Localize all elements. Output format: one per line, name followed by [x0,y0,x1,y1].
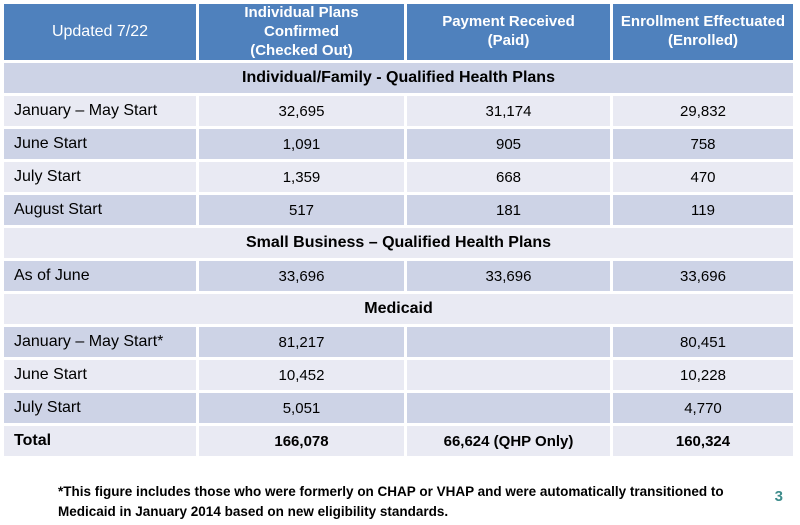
table-header-row: Updated 7/22 Individual Plans Confirmed … [4,4,793,61]
value-cell: 1,359 [199,162,404,193]
table-row: June Start 1,091 905 758 [4,129,793,160]
value-cell: 905 [407,129,610,160]
section-row: Individual/Family - Qualified Health Pla… [4,63,793,94]
value-cell: 119 [613,195,793,226]
value-cell: 470 [613,162,793,193]
value-cell: 181 [407,195,610,226]
table-body: Individual/Family - Qualified Health Pla… [4,63,793,457]
row-label-cell: June Start [4,129,196,160]
table-row: Total 166,078 66,624 (QHP Only) 160,324 [4,426,793,457]
value-cell: 29,832 [613,96,793,127]
row-label-cell: Total [4,426,196,457]
footnote: *This figure includes those who were for… [58,484,724,520]
value-cell: 10,228 [613,360,793,391]
column-header-enrollment-effectuated: Enrollment Effectuated (Enrolled) [613,4,793,61]
table-row: June Start 10,452 10,228 [4,360,793,391]
table-row: July Start 1,359 668 470 [4,162,793,193]
value-cell: 33,696 [199,261,404,292]
updated-date-cell: Updated 7/22 [4,4,196,61]
row-label-cell: June Start [4,360,196,391]
section-header-cell: Individual/Family - Qualified Health Pla… [4,63,793,94]
row-label-cell: As of June [4,261,196,292]
value-cell: 160,324 [613,426,793,457]
value-cell: 758 [613,129,793,160]
value-cell: 31,174 [407,96,610,127]
row-label-cell: July Start [4,162,196,193]
value-cell: 33,696 [613,261,793,292]
value-cell: 80,451 [613,327,793,358]
value-cell: 1,091 [199,129,404,160]
value-cell: 10,452 [199,360,404,391]
value-cell: 4,770 [613,393,793,424]
table-row: January – May Start 32,695 31,174 29,832 [4,96,793,127]
row-label-cell: July Start [4,393,196,424]
value-cell: 517 [199,195,404,226]
row-label-cell: August Start [4,195,196,226]
section-header-cell: Medicaid [4,294,793,325]
table-row: January – May Start* 81,217 80,451 [4,327,793,358]
column-header-payment-received: Payment Received (Paid) [407,4,610,61]
row-label-cell: January – May Start* [4,327,196,358]
section-header-cell: Small Business – Qualified Health Plans [4,228,793,259]
value-cell [407,360,610,391]
table-row: August Start 517 181 119 [4,195,793,226]
value-cell [407,393,610,424]
page-number: 3 [774,488,783,505]
column-header-individual-plans-confirmed: Individual Plans Confirmed (Checked Out) [199,4,404,61]
section-row: Small Business – Qualified Health Plans [4,228,793,259]
value-cell: 166,078 [199,426,404,457]
table-row: July Start 5,051 4,770 [4,393,793,424]
row-label-cell: January – May Start [4,96,196,127]
value-cell: 668 [407,162,610,193]
value-cell: 33,696 [407,261,610,292]
value-cell: 66,624 (QHP Only) [407,426,610,457]
enrollment-table: Updated 7/22 Individual Plans Confirmed … [1,1,796,459]
value-cell [407,327,610,358]
value-cell: 81,217 [199,327,404,358]
value-cell: 32,695 [199,96,404,127]
table-row: As of June 33,696 33,696 33,696 [4,261,793,292]
value-cell: 5,051 [199,393,404,424]
section-row: Medicaid [4,294,793,325]
